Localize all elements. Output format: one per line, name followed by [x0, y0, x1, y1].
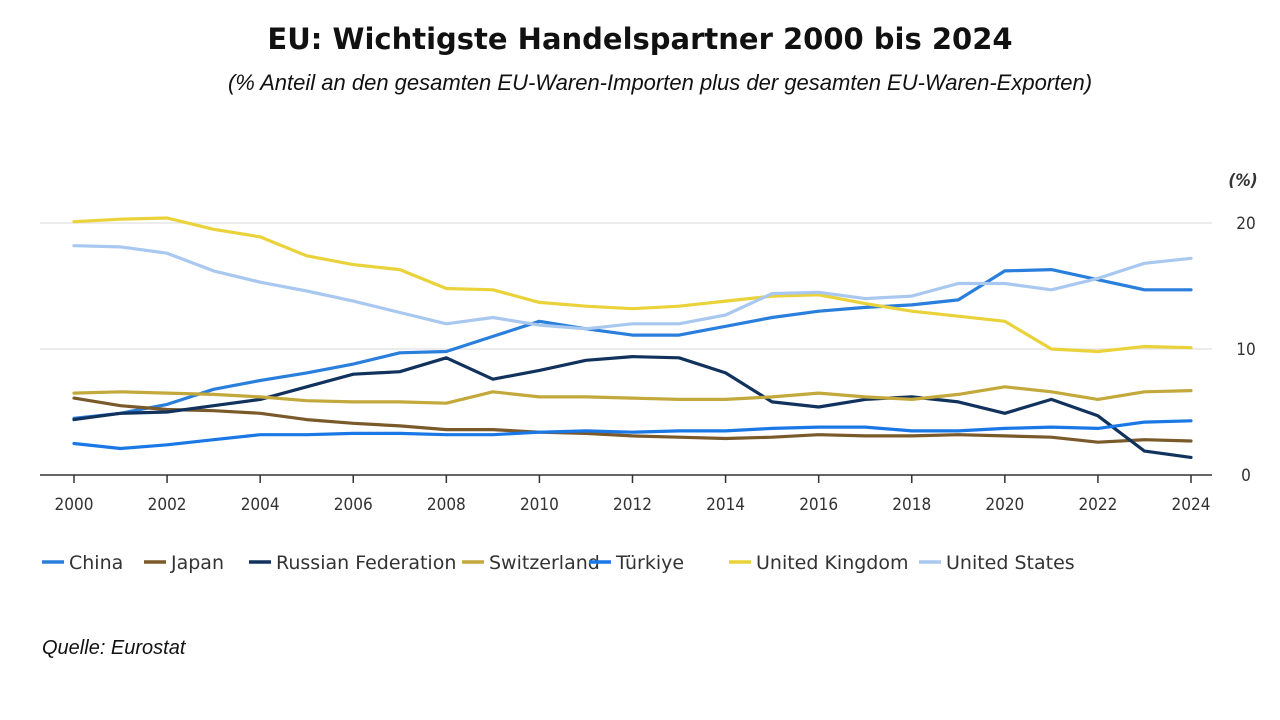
legend: China Japan Russian Federation Switzerland T… [42, 552, 1075, 574]
legend-label: China [69, 552, 123, 574]
legend-label: United States [946, 552, 1075, 574]
x-tick-label: 2010 [520, 495, 559, 515]
y-tick-label: 0 [1241, 466, 1251, 486]
x-tick-label: 2008 [427, 495, 466, 515]
legend-item: Russian Federation [249, 552, 456, 574]
series-line-united-kingdom [72, 216, 1193, 354]
legend-label: Türkiye [615, 552, 684, 574]
legend-item: China [42, 552, 123, 574]
legend-item: United States [919, 552, 1075, 574]
x-tick-label: 2024 [1172, 495, 1211, 515]
x-tick-label: 2004 [241, 495, 280, 515]
chart-subtitle: (% Anteil an den gesamten EU-Waren-Impor… [227, 70, 1093, 95]
source-note: Quelle: Eurostat [42, 637, 186, 659]
y-axis: 0 10 20 (%) [1228, 171, 1257, 486]
x-tick-label: 2000 [55, 495, 94, 515]
x-tick-label: 2018 [892, 495, 931, 515]
series-line-united-states [72, 244, 1193, 331]
legend-label: United Kingdom [756, 552, 909, 574]
legend-label: Russian Federation [276, 552, 456, 574]
series-lines [72, 216, 1193, 459]
legend-item: United Kingdom [729, 552, 909, 574]
x-tick-label: 2012 [613, 495, 652, 515]
series-line-russian-federation [72, 355, 1193, 459]
legend-item: Japan [144, 552, 224, 574]
grid-lines [40, 222, 1212, 350]
x-tick-label: 2016 [799, 495, 838, 515]
series-line-china [72, 268, 1193, 420]
x-tick-label: 2014 [706, 495, 745, 515]
x-tick-label: 2002 [148, 495, 187, 515]
legend-label: Japan [170, 552, 224, 574]
y-axis-label: (%) [1228, 171, 1257, 191]
legend-item: Switzerland [462, 552, 600, 574]
x-axis: 2000 2002 2004 2006 2008 2010 2012 2014 2016 2018… [40, 474, 1212, 515]
y-tick-label: 20 [1236, 214, 1255, 234]
series-line-switzerland [72, 385, 1193, 405]
x-tick-label: 2022 [1078, 495, 1117, 515]
legend-label: Switzerland [489, 552, 600, 574]
x-tick-label: 2020 [985, 495, 1024, 515]
x-tick-label: 2006 [334, 495, 373, 515]
legend-item: Türkiye [589, 552, 684, 574]
series-line-t-rkiye [72, 419, 1193, 451]
series-line-japan [72, 396, 1193, 444]
chart-title: EU: Wichtigste Handelspartner 2000 bis 2… [267, 22, 1013, 56]
y-tick-label: 10 [1236, 340, 1255, 360]
